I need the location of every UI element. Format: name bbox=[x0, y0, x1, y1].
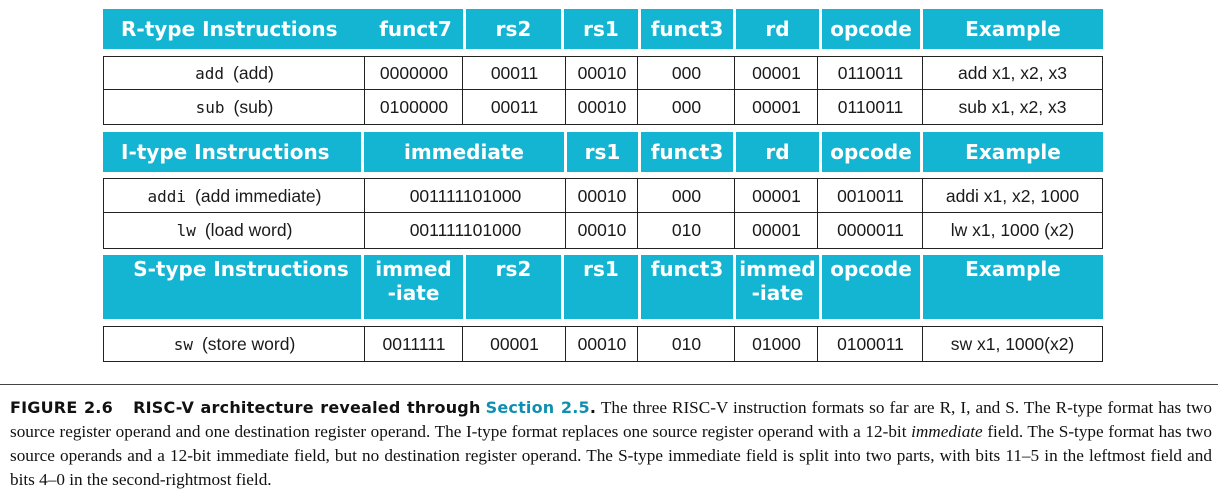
rs2-cell: 00001 bbox=[462, 326, 567, 362]
mnemonic: add bbox=[195, 64, 224, 83]
s-type-header-title: S-type Instructions bbox=[103, 255, 361, 319]
rd-cell: 00001 bbox=[734, 178, 819, 214]
example-cell: addi x1, x2, 1000 bbox=[922, 178, 1103, 214]
r-type-header-rs2: rs2 bbox=[466, 9, 561, 49]
rs1-cell: 00010 bbox=[565, 212, 639, 249]
s-type-header-example: Example bbox=[923, 255, 1103, 319]
funct7-cell: 0100000 bbox=[364, 89, 464, 125]
instruction-cell: lw (load word) bbox=[103, 212, 366, 249]
i-type-header-opcode: opcode bbox=[822, 132, 920, 172]
header-line: -iate bbox=[752, 281, 804, 305]
immediate-cell: 001111101000 bbox=[364, 212, 567, 249]
s-type-header-rs1: rs1 bbox=[564, 255, 638, 319]
opcode-cell: 0110011 bbox=[817, 89, 924, 125]
section-reference: Section 2.5 bbox=[486, 398, 590, 417]
header-line: immed bbox=[739, 257, 815, 281]
mnemonic: addi bbox=[148, 187, 187, 206]
funct3-cell: 000 bbox=[637, 56, 736, 91]
figure-caption: FIGURE 2.6 RISC-V architecture revealed … bbox=[10, 396, 1212, 492]
example-cell: sub x1, x2, x3 bbox=[922, 89, 1103, 125]
rs1-cell: 00010 bbox=[565, 89, 639, 125]
i-type-header-immediate: immediate bbox=[364, 132, 564, 172]
r-type-header-example: Example bbox=[923, 9, 1103, 49]
r-type-header-funct7: funct7 bbox=[368, 9, 463, 49]
description: (add) bbox=[233, 63, 274, 84]
mnemonic: lw bbox=[177, 221, 196, 240]
r-type-header-opcode: opcode bbox=[822, 9, 920, 49]
funct3-cell: 010 bbox=[637, 212, 736, 249]
example-cell: lw x1, 1000 (x2) bbox=[922, 212, 1103, 249]
description: (store word) bbox=[202, 334, 295, 355]
r-type-header-rd: rd bbox=[736, 9, 819, 49]
i-type-header-rs1: rs1 bbox=[567, 132, 638, 172]
r-type-header-funct3: funct3 bbox=[641, 9, 733, 49]
opcode-cell: 0110011 bbox=[817, 56, 924, 91]
rs1-cell: 00010 bbox=[565, 326, 639, 362]
r-type-header-rs1: rs1 bbox=[564, 9, 638, 49]
description: (load word) bbox=[205, 220, 293, 241]
opcode-cell: 0000011 bbox=[817, 212, 924, 249]
rs2-cell: 00011 bbox=[462, 56, 567, 91]
figure-label: FIGURE 2.6 bbox=[10, 398, 113, 417]
opcode-cell: 0100011 bbox=[817, 326, 924, 362]
r-type-header-title: R-type Instructions bbox=[103, 9, 368, 49]
description: (add immediate) bbox=[195, 186, 321, 207]
funct3-cell: 000 bbox=[637, 178, 736, 214]
opcode-cell: 0010011 bbox=[817, 178, 924, 214]
s-type-header-immed-lo: immed -iate bbox=[736, 255, 819, 319]
header-line: -iate bbox=[388, 281, 440, 305]
caption-divider bbox=[0, 384, 1218, 385]
mnemonic: sub bbox=[196, 98, 225, 117]
rs1-cell: 00010 bbox=[565, 56, 639, 91]
funct3-cell: 010 bbox=[637, 326, 736, 362]
i-type-header-example: Example bbox=[923, 132, 1103, 172]
s-type-header-funct3: funct3 bbox=[641, 255, 733, 319]
instruction-cell: sub (sub) bbox=[103, 89, 366, 125]
immediate-hi-cell: 0011111 bbox=[364, 326, 464, 362]
instruction-cell: addi (add immediate) bbox=[103, 178, 366, 214]
rd-cell: 00001 bbox=[734, 56, 819, 91]
description: (sub) bbox=[234, 97, 274, 118]
instruction-cell: add (add) bbox=[103, 56, 366, 91]
s-type-header-opcode: opcode bbox=[822, 255, 920, 319]
funct7-cell: 0000000 bbox=[364, 56, 464, 91]
rs2-cell: 00011 bbox=[462, 89, 567, 125]
example-cell: sw x1, 1000(x2) bbox=[922, 326, 1103, 362]
immediate-lo-cell: 01000 bbox=[734, 326, 819, 362]
instruction-cell: sw (store word) bbox=[103, 326, 366, 362]
rd-cell: 00001 bbox=[734, 212, 819, 249]
caption-emphasis: immediate bbox=[911, 422, 983, 441]
mnemonic: sw bbox=[174, 335, 193, 354]
s-type-header-rs2: rs2 bbox=[466, 255, 561, 319]
s-type-header-immed-hi: immed -iate bbox=[364, 255, 463, 319]
example-cell: add x1, x2, x3 bbox=[922, 56, 1103, 91]
i-type-header-rd: rd bbox=[736, 132, 819, 172]
rd-cell: 00001 bbox=[734, 89, 819, 125]
funct3-cell: 000 bbox=[637, 89, 736, 125]
figure-title: RISC-V architecture revealed through bbox=[133, 398, 480, 417]
immediate-cell: 001111101000 bbox=[364, 178, 567, 214]
rs1-cell: 00010 bbox=[565, 178, 639, 214]
i-type-header-title: I-type Instructions bbox=[103, 132, 361, 172]
i-type-header-funct3: funct3 bbox=[641, 132, 733, 172]
header-line: immed bbox=[375, 257, 451, 281]
